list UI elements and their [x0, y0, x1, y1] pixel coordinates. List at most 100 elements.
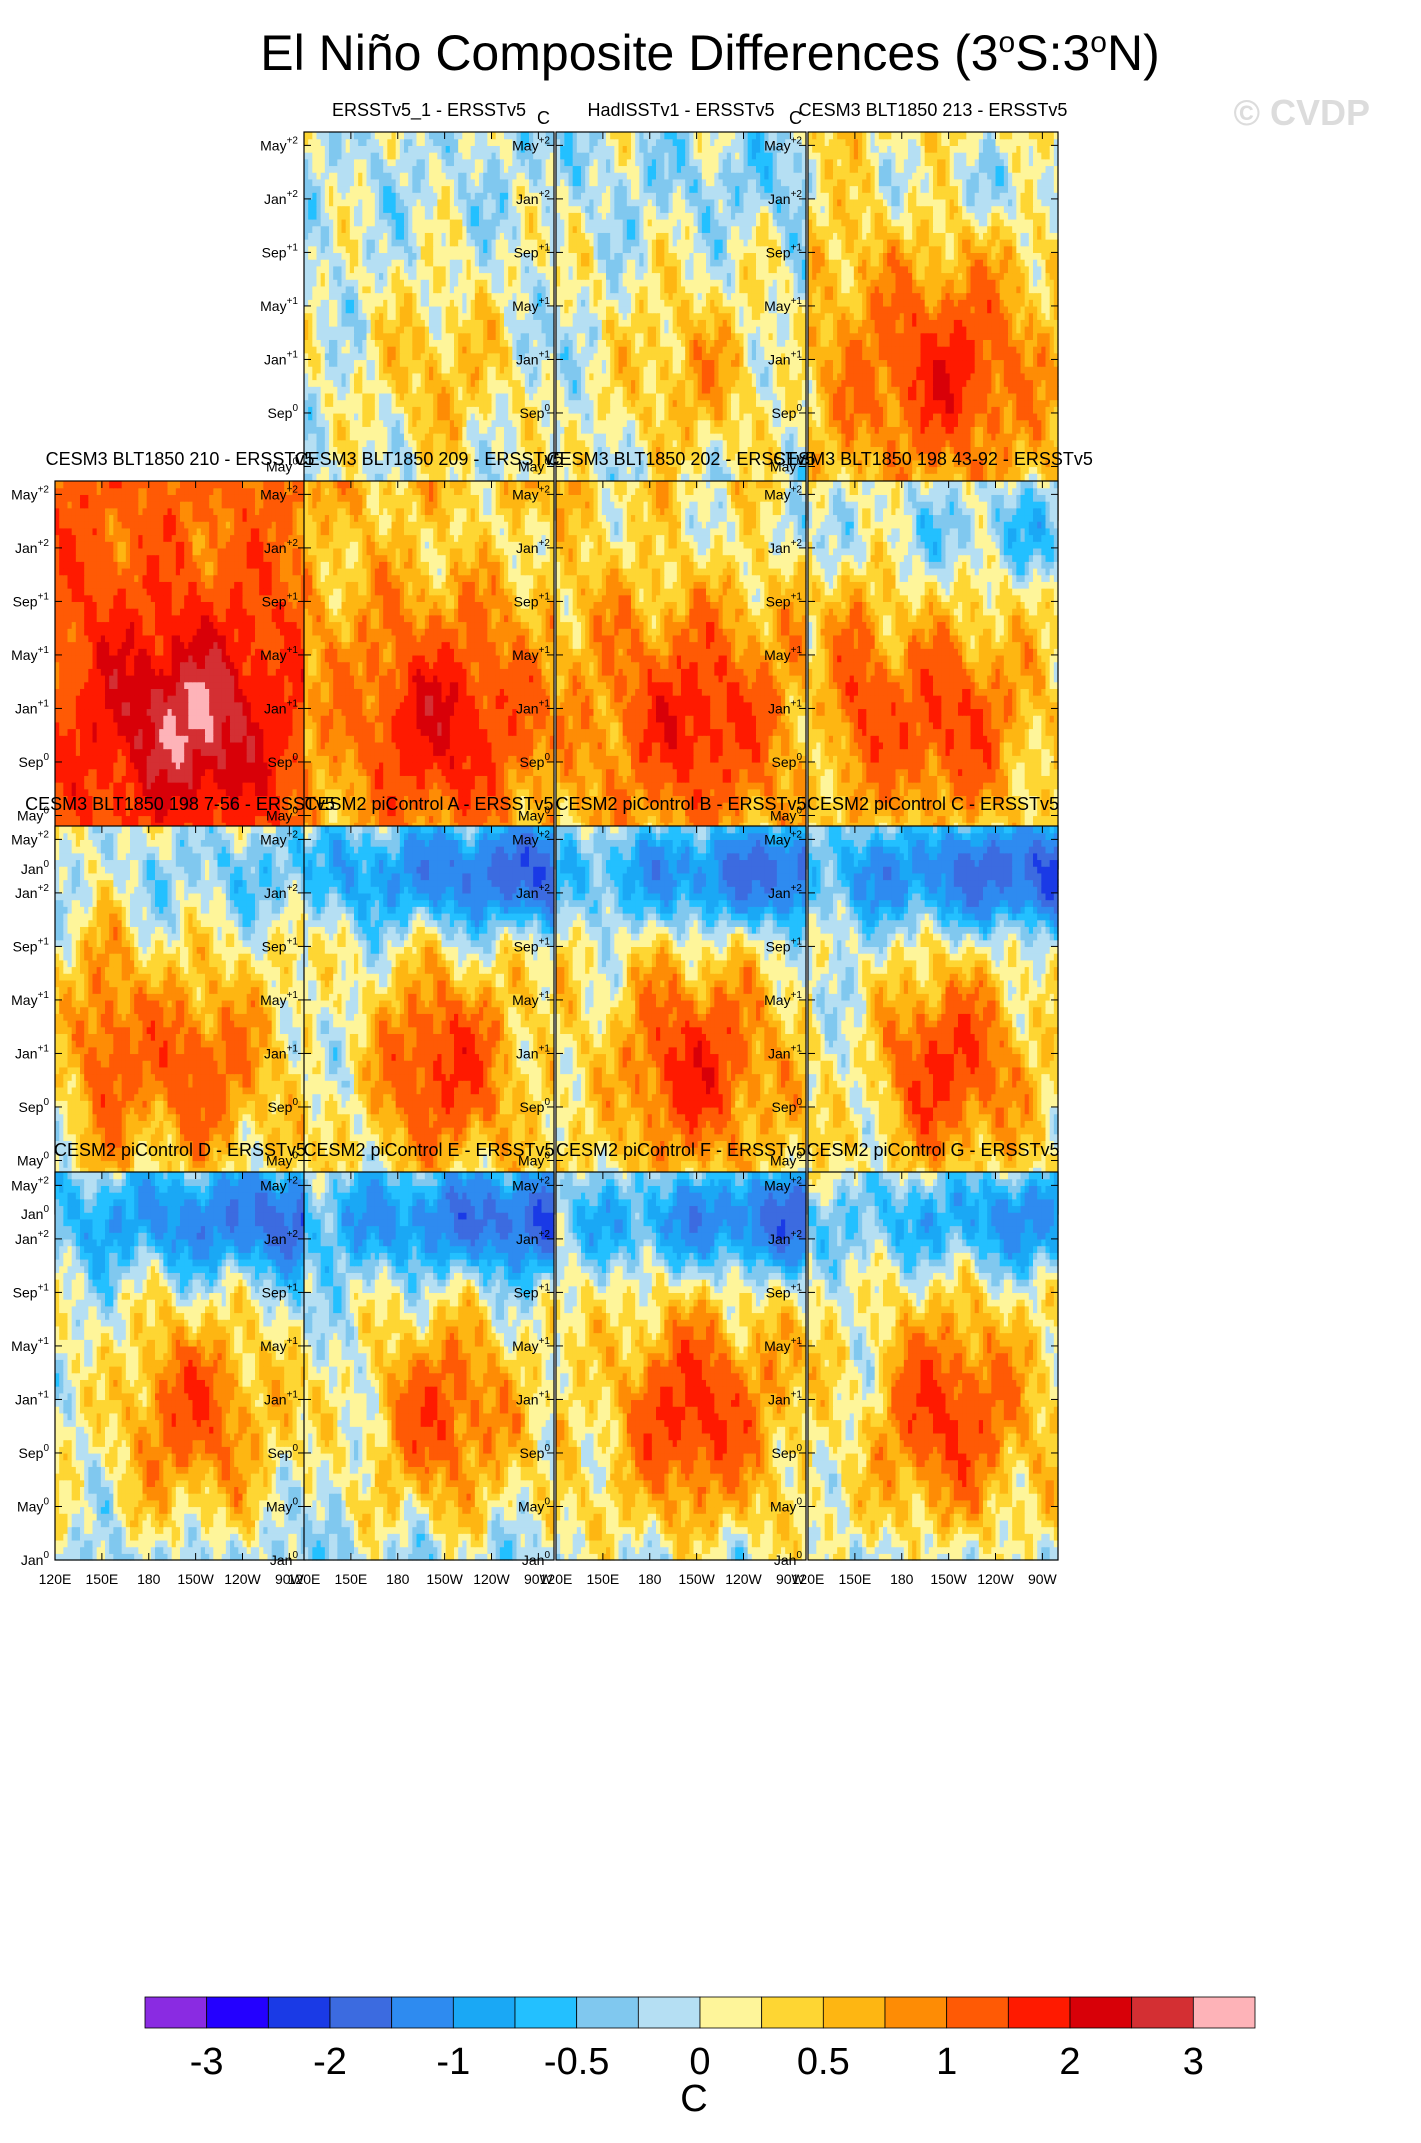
heat-cell — [479, 413, 484, 420]
heat-cell — [512, 406, 517, 413]
heat-cell — [450, 426, 455, 433]
heat-cell — [342, 406, 347, 413]
heat-cell — [475, 426, 480, 433]
heat-cell — [429, 426, 434, 433]
heat-cell — [462, 433, 467, 440]
heat-cell — [417, 433, 422, 440]
heat-cell — [346, 420, 351, 427]
heat-cell — [425, 420, 430, 427]
heat-cell — [350, 440, 355, 447]
heat-cell — [512, 473, 517, 480]
heat-cell — [317, 426, 322, 433]
heat-cell — [442, 406, 447, 413]
heat-cell — [321, 440, 326, 447]
heat-cell — [408, 433, 413, 440]
heat-cell — [479, 406, 484, 413]
heat-cell — [312, 420, 317, 427]
heat-cell — [387, 413, 392, 420]
heat-cell — [492, 433, 497, 440]
heat-cell — [408, 426, 413, 433]
heat-cell — [546, 426, 551, 433]
heat-cell — [508, 406, 513, 413]
heat-cell — [317, 473, 322, 480]
heat-cell — [537, 433, 542, 440]
heat-cell — [454, 440, 459, 447]
heat-cell — [417, 406, 422, 413]
heat-cell — [325, 413, 330, 420]
heat-cell — [483, 433, 488, 440]
heat-cell — [392, 473, 397, 480]
heat-cell — [312, 440, 317, 447]
heat-cell — [333, 473, 338, 480]
heat-cell — [321, 420, 326, 427]
heat-cell — [487, 426, 492, 433]
heat-cell — [325, 406, 330, 413]
heat-cell — [383, 406, 388, 413]
heat-cell — [487, 413, 492, 420]
heat-cell — [400, 440, 405, 447]
heat-cell — [537, 426, 542, 433]
heat-cell — [446, 406, 451, 413]
heat-cell — [508, 420, 513, 427]
heat-cell — [383, 473, 388, 480]
heat-cell — [504, 440, 509, 447]
heat-cell — [500, 473, 505, 480]
heat-cell — [467, 406, 472, 413]
heat-cell — [396, 473, 401, 480]
heat-cell — [442, 413, 447, 420]
heat-cell — [392, 426, 397, 433]
heat-cell — [342, 413, 347, 420]
heat-cell — [517, 426, 522, 433]
heat-cell — [325, 426, 330, 433]
heat-cell — [467, 426, 472, 433]
heat-cell — [329, 426, 334, 433]
heat-cell — [350, 473, 355, 480]
heat-cell — [358, 440, 363, 447]
heat-cell — [342, 433, 347, 440]
heat-cell — [425, 406, 430, 413]
heat-cell — [337, 440, 342, 447]
heat-cell — [504, 473, 509, 480]
heat-cell — [371, 433, 376, 440]
heat-cell — [492, 426, 497, 433]
heat-cell — [542, 426, 547, 433]
heat-cell — [483, 413, 488, 420]
heat-cell — [387, 426, 392, 433]
heat-cell — [358, 433, 363, 440]
heat-cell — [346, 473, 351, 480]
heat-cell — [312, 406, 317, 413]
heat-cell — [375, 426, 380, 433]
heat-cell — [337, 413, 342, 420]
heat-cell — [325, 473, 330, 480]
heat-cell — [479, 433, 484, 440]
heat-cell — [458, 420, 463, 427]
heat-cell — [412, 440, 417, 447]
heat-cell — [408, 473, 413, 480]
heat-cell — [475, 473, 480, 480]
heat-cell — [433, 433, 438, 440]
heat-cell — [367, 420, 372, 427]
heat-cell — [429, 413, 434, 420]
heat-cell — [425, 440, 430, 447]
heat-cell — [412, 473, 417, 480]
heat-cell — [446, 440, 451, 447]
heat-cell — [437, 473, 442, 480]
heat-cell — [512, 413, 517, 420]
heat-cell — [337, 406, 342, 413]
heat-cell — [387, 440, 392, 447]
heat-cell — [400, 420, 405, 427]
heat-cell — [446, 433, 451, 440]
watermark: © CVDP — [1233, 92, 1370, 133]
heat-cell — [421, 420, 426, 427]
heat-cell — [521, 426, 526, 433]
main-title: El Niño Composite Differences (3oS:3oN) — [260, 25, 1159, 81]
heat-cell — [379, 420, 384, 427]
heat-cell — [517, 440, 522, 447]
heat-cell — [433, 406, 438, 413]
heat-cell — [508, 440, 513, 447]
heat-cell — [471, 473, 476, 480]
heat-cell — [358, 420, 363, 427]
heat-cell — [417, 440, 422, 447]
heat-cell — [379, 406, 384, 413]
heat-cell — [392, 433, 397, 440]
